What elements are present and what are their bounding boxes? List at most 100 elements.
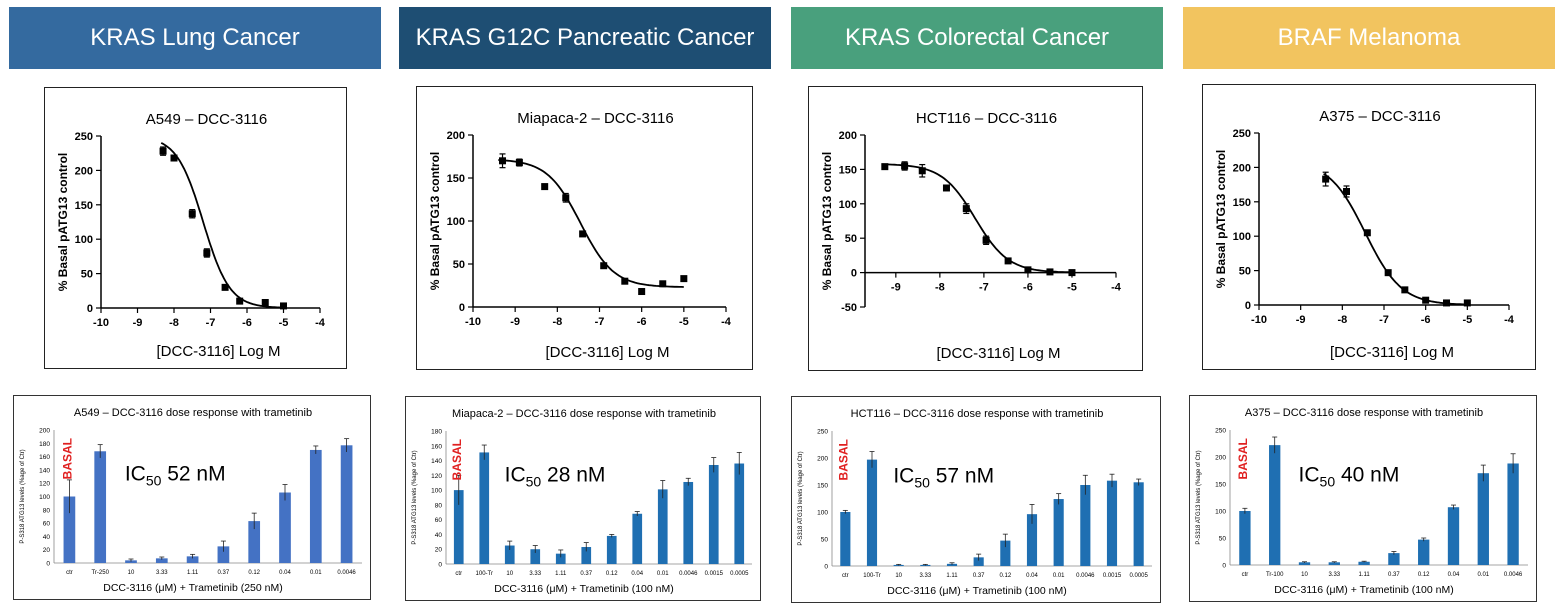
x-tick-label: -9 <box>510 316 520 328</box>
bar-category-label: ctr <box>66 570 73 576</box>
x-tick-label: -6 <box>637 316 647 328</box>
data-point <box>1384 269 1392 277</box>
x-tick-label: -5 <box>1067 282 1077 294</box>
y-tick-label: 50 <box>81 269 93 281</box>
data-point <box>1443 299 1450 307</box>
fit-curve <box>160 142 284 309</box>
bar-y-tick-label: 100 <box>431 488 442 495</box>
x-tick-label: -8 <box>169 317 179 329</box>
x-tick-label: -5 <box>679 316 689 328</box>
data-point <box>942 184 950 192</box>
bar-category-label: 0.04 <box>1026 573 1038 579</box>
bar <box>1507 463 1519 565</box>
bar-category-label: 0.0005 <box>1129 573 1148 579</box>
y-tick-label: 0 <box>459 302 465 314</box>
data-point <box>1004 257 1012 265</box>
bar-y-tick-label: 140 <box>431 458 442 465</box>
bar <box>530 549 541 564</box>
bar-category-label: 10 <box>895 573 902 579</box>
data-point <box>600 262 608 270</box>
y-tick-label: 50 <box>845 233 857 245</box>
data-point <box>261 298 269 306</box>
data-point <box>236 297 244 305</box>
bar <box>217 546 230 563</box>
panel-lung: KRAS Lung Cancer A549 – DCC-3116 0 50 100 15… <box>9 0 381 613</box>
data-point <box>881 163 889 171</box>
bar <box>632 513 643 564</box>
data-point <box>1422 296 1430 304</box>
bar-category-label: ctr <box>455 571 462 577</box>
bar-x-axis-label: DCC-3116 (μM) + Trametinib (100 nM) <box>887 585 1066 597</box>
bar-chart-pancreatic: Miapaca-2 – DCC-3116 dose response with … <box>412 408 752 595</box>
data-point <box>1024 266 1032 274</box>
x-tick-label: -5 <box>1462 314 1472 326</box>
bar-category-label: 3.33 <box>529 571 541 577</box>
data-point <box>541 183 549 191</box>
data-point <box>562 194 570 202</box>
data-point <box>203 249 211 257</box>
data-point <box>188 210 196 218</box>
bar-category-label: 100-Tr <box>476 571 493 577</box>
x-tick-label: -6 <box>1023 282 1033 294</box>
data-point <box>499 157 507 165</box>
bar-chart-melanoma: A375 – DCC-3116 dose response with trame… <box>1196 407 1528 596</box>
bar-category-label: 0.37 <box>1388 572 1400 578</box>
bar-y-tick-label: 120 <box>39 481 50 488</box>
bar-y-tick-label: 80 <box>43 507 51 514</box>
dose-curve-chart-pancreatic: Miapaca-2 – DCC-3116 0 50 100 150 200 -10 -9 -8 -… <box>428 110 732 361</box>
bar-category-label: 0.0015 <box>1103 573 1122 579</box>
x-axis-label: [DCC-3116] Log M <box>1330 344 1454 361</box>
bar-category-label: 0.0046 <box>1076 573 1095 579</box>
bar-category-label: 3.33 <box>156 570 168 576</box>
y-tick-label: 150 <box>75 200 93 212</box>
bar-y-tick-label: 0 <box>824 564 828 571</box>
data-point <box>659 280 667 288</box>
bar-y-tick-label: 160 <box>39 454 50 461</box>
bar <box>1358 561 1370 565</box>
bar-y-tick-label: 200 <box>39 428 50 435</box>
y-tick-label: -50 <box>841 302 857 314</box>
ic50-prefix: IC <box>505 464 526 487</box>
bar-category-label: 100-Tr <box>863 573 880 579</box>
x-tick-label: -4 <box>1504 314 1515 326</box>
y-tick-label: 100 <box>1233 231 1251 243</box>
x-tick-label: -6 <box>242 317 252 329</box>
ic50-subscript: 50 <box>1320 473 1336 489</box>
bar <box>155 558 168 563</box>
data-point <box>982 236 990 244</box>
bar <box>1000 540 1011 566</box>
data-point <box>159 147 167 155</box>
basal-label: BASAL <box>60 438 74 479</box>
bar-y-tick-label: 150 <box>817 483 828 490</box>
bar-category-label: 0.0046 <box>679 571 698 577</box>
bar-category-label: 0.04 <box>279 570 291 576</box>
bar <box>606 535 617 564</box>
dose-curve-chart-colorectal: HCT116 – DCC-3116 -50 0 50 100 150 200 -9 -8 -7 -6… <box>820 110 1122 362</box>
bar-category-label: 1.11 <box>1358 572 1370 578</box>
bar-category-label: 1.11 <box>946 573 958 579</box>
chart-title: HCT116 – DCC-3116 <box>916 110 1057 127</box>
bar <box>683 481 694 564</box>
y-tick-label: 50 <box>453 259 465 271</box>
data-point <box>901 162 909 170</box>
data-point <box>1068 269 1076 277</box>
data-point <box>579 230 587 238</box>
bar <box>248 521 261 563</box>
bar-category-label: 0.0005 <box>730 571 749 577</box>
bar-chart-title: A375 – DCC-3116 dose response with trame… <box>1245 407 1483 419</box>
x-tick-label: -9 <box>1296 314 1306 326</box>
bar-category-label: Tr-100 <box>1266 572 1284 578</box>
bar-chart-box-pancreatic: Miapaca-2 – DCC-3116 dose response with … <box>405 396 761 601</box>
bar <box>1106 480 1118 566</box>
y-axis-label: % Basal pATG13 control <box>56 153 70 291</box>
bar-category-label: ctr <box>842 573 849 579</box>
bar <box>708 464 719 564</box>
bar-y-tick-label: 120 <box>431 473 442 480</box>
data-point <box>680 275 688 283</box>
y-tick-label: 50 <box>1239 266 1251 278</box>
data-point <box>280 302 287 310</box>
bar-chart-box-melanoma: A375 – DCC-3116 dose response with trame… <box>1189 395 1537 602</box>
bar-y-tick-label: 160 <box>431 443 442 450</box>
bar-category-label: 0.04 <box>1448 572 1460 578</box>
basal-label: BASAL <box>450 439 464 480</box>
